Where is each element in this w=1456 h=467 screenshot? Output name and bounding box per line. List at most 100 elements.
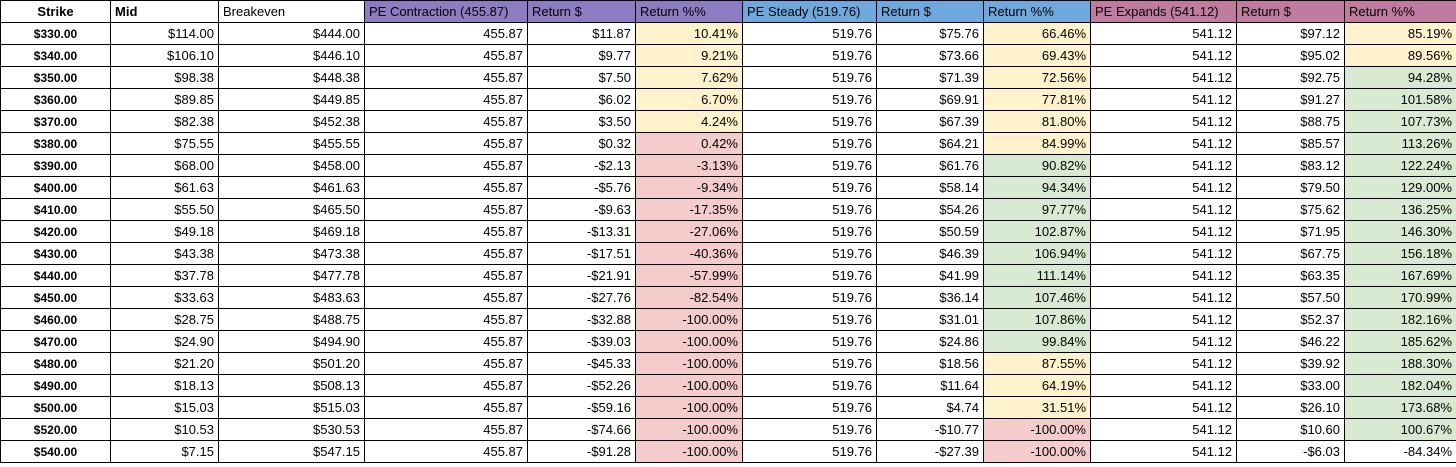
expands-price-cell[interactable]: 541.12 <box>1090 88 1237 111</box>
contraction-return-dollar-cell[interactable]: $3.50 <box>527 110 636 133</box>
expands-price-cell[interactable]: 541.12 <box>1090 242 1237 265</box>
contraction-return-dollar-cell[interactable]: -$5.76 <box>527 176 636 199</box>
contraction-price-cell[interactable]: 455.87 <box>364 352 528 375</box>
mid-cell[interactable]: $98.38 <box>110 66 219 89</box>
contraction-return-pct-cell[interactable]: 4.24% <box>635 110 743 133</box>
expands-return-pct-cell[interactable]: 129.00% <box>1344 176 1456 199</box>
mid-cell[interactable]: $89.85 <box>110 88 219 111</box>
mid-cell[interactable]: $43.38 <box>110 242 219 265</box>
steady-return-pct-cell[interactable]: 107.86% <box>983 308 1091 331</box>
breakeven-cell[interactable]: $501.20 <box>218 352 365 375</box>
header-pe-steady[interactable]: PE Steady (519.76) <box>742 0 877 23</box>
contraction-price-cell[interactable]: 455.87 <box>364 44 528 67</box>
steady-return-pct-cell[interactable]: 64.19% <box>983 374 1091 397</box>
expands-return-pct-cell[interactable]: 170.99% <box>1344 286 1456 309</box>
mid-cell[interactable]: $28.75 <box>110 308 219 331</box>
steady-price-cell[interactable]: 519.76 <box>742 242 877 265</box>
contraction-price-cell[interactable]: 455.87 <box>364 132 528 155</box>
expands-return-dollar-cell[interactable]: $67.75 <box>1236 242 1345 265</box>
contraction-price-cell[interactable]: 455.87 <box>364 308 528 331</box>
contraction-return-pct-cell[interactable]: -100.00% <box>635 308 743 331</box>
steady-return-dollar-cell[interactable]: $36.14 <box>876 286 984 309</box>
contraction-return-pct-cell[interactable]: -40.36% <box>635 242 743 265</box>
contraction-return-pct-cell[interactable]: 7.62% <box>635 66 743 89</box>
expands-price-cell[interactable]: 541.12 <box>1090 66 1237 89</box>
mid-cell[interactable]: $106.10 <box>110 44 219 67</box>
contraction-price-cell[interactable]: 455.87 <box>364 198 528 221</box>
contraction-return-dollar-cell[interactable]: -$74.66 <box>527 418 636 441</box>
steady-return-pct-cell[interactable]: 66.46% <box>983 22 1091 45</box>
contraction-return-dollar-cell[interactable]: $6.02 <box>527 88 636 111</box>
contraction-return-pct-cell[interactable]: -57.99% <box>635 264 743 287</box>
steady-return-pct-cell[interactable]: 72.56% <box>983 66 1091 89</box>
expands-return-pct-cell[interactable]: 100.67% <box>1344 418 1456 441</box>
mid-cell[interactable]: $68.00 <box>110 154 219 177</box>
mid-cell[interactable]: $37.78 <box>110 264 219 287</box>
breakeven-cell[interactable]: $446.10 <box>218 44 365 67</box>
header-steady-return-pct[interactable]: Return %% <box>983 0 1091 23</box>
mid-cell[interactable]: $33.63 <box>110 286 219 309</box>
expands-price-cell[interactable]: 541.12 <box>1090 396 1237 419</box>
strike-cell[interactable]: $470.00 <box>0 330 111 353</box>
strike-cell[interactable]: $520.00 <box>0 418 111 441</box>
contraction-price-cell[interactable]: 455.87 <box>364 440 528 463</box>
header-mid[interactable]: Mid <box>110 0 219 23</box>
contraction-return-pct-cell[interactable]: -100.00% <box>635 352 743 375</box>
breakeven-cell[interactable]: $455.55 <box>218 132 365 155</box>
expands-price-cell[interactable]: 541.12 <box>1090 22 1237 45</box>
steady-return-dollar-cell[interactable]: $58.14 <box>876 176 984 199</box>
expands-return-pct-cell[interactable]: 89.56% <box>1344 44 1456 67</box>
steady-price-cell[interactable]: 519.76 <box>742 330 877 353</box>
breakeven-cell[interactable]: $449.85 <box>218 88 365 111</box>
steady-return-dollar-cell[interactable]: $54.26 <box>876 198 984 221</box>
contraction-price-cell[interactable]: 455.87 <box>364 66 528 89</box>
breakeven-cell[interactable]: $547.15 <box>218 440 365 463</box>
expands-return-pct-cell[interactable]: 85.19% <box>1344 22 1456 45</box>
header-expands-return-dollar[interactable]: Return $ <box>1236 0 1345 23</box>
steady-return-dollar-cell[interactable]: -$27.39 <box>876 440 984 463</box>
steady-return-pct-cell[interactable]: 107.46% <box>983 286 1091 309</box>
header-steady-return-dollar[interactable]: Return $ <box>876 0 984 23</box>
mid-cell[interactable]: $15.03 <box>110 396 219 419</box>
contraction-price-cell[interactable]: 455.87 <box>364 220 528 243</box>
steady-return-pct-cell[interactable]: 77.81% <box>983 88 1091 111</box>
steady-return-dollar-cell[interactable]: $61.76 <box>876 154 984 177</box>
contraction-return-dollar-cell[interactable]: -$17.51 <box>527 242 636 265</box>
steady-return-pct-cell[interactable]: 106.94% <box>983 242 1091 265</box>
header-breakeven[interactable]: Breakeven <box>218 0 365 23</box>
expands-price-cell[interactable]: 541.12 <box>1090 374 1237 397</box>
steady-return-dollar-cell[interactable]: $18.56 <box>876 352 984 375</box>
header-pe-expands[interactable]: PE Expands (541.12) <box>1090 0 1237 23</box>
steady-price-cell[interactable]: 519.76 <box>742 352 877 375</box>
expands-return-dollar-cell[interactable]: $91.27 <box>1236 88 1345 111</box>
breakeven-cell[interactable]: $461.63 <box>218 176 365 199</box>
steady-price-cell[interactable]: 519.76 <box>742 198 877 221</box>
expands-price-cell[interactable]: 541.12 <box>1090 198 1237 221</box>
breakeven-cell[interactable]: $494.90 <box>218 330 365 353</box>
mid-cell[interactable]: $82.38 <box>110 110 219 133</box>
contraction-return-pct-cell[interactable]: 6.70% <box>635 88 743 111</box>
breakeven-cell[interactable]: $483.63 <box>218 286 365 309</box>
mid-cell[interactable]: $61.63 <box>110 176 219 199</box>
expands-return-pct-cell[interactable]: 146.30% <box>1344 220 1456 243</box>
steady-return-dollar-cell[interactable]: $71.39 <box>876 66 984 89</box>
strike-cell[interactable]: $380.00 <box>0 132 111 155</box>
expands-return-dollar-cell[interactable]: $33.00 <box>1236 374 1345 397</box>
breakeven-cell[interactable]: $458.00 <box>218 154 365 177</box>
expands-price-cell[interactable]: 541.12 <box>1090 352 1237 375</box>
steady-return-dollar-cell[interactable]: -$10.77 <box>876 418 984 441</box>
expands-return-pct-cell[interactable]: 182.04% <box>1344 374 1456 397</box>
strike-cell[interactable]: $450.00 <box>0 286 111 309</box>
expands-return-pct-cell[interactable]: 113.26% <box>1344 132 1456 155</box>
contraction-return-pct-cell[interactable]: 10.41% <box>635 22 743 45</box>
expands-return-pct-cell[interactable]: -84.34% <box>1344 440 1456 463</box>
contraction-return-dollar-cell[interactable]: -$91.28 <box>527 440 636 463</box>
strike-cell[interactable]: $430.00 <box>0 242 111 265</box>
contraction-price-cell[interactable]: 455.87 <box>364 22 528 45</box>
steady-return-pct-cell[interactable]: 69.43% <box>983 44 1091 67</box>
steady-return-dollar-cell[interactable]: $64.21 <box>876 132 984 155</box>
mid-cell[interactable]: $10.53 <box>110 418 219 441</box>
expands-return-dollar-cell[interactable]: $10.60 <box>1236 418 1345 441</box>
expands-return-dollar-cell[interactable]: $26.10 <box>1236 396 1345 419</box>
breakeven-cell[interactable]: $452.38 <box>218 110 365 133</box>
